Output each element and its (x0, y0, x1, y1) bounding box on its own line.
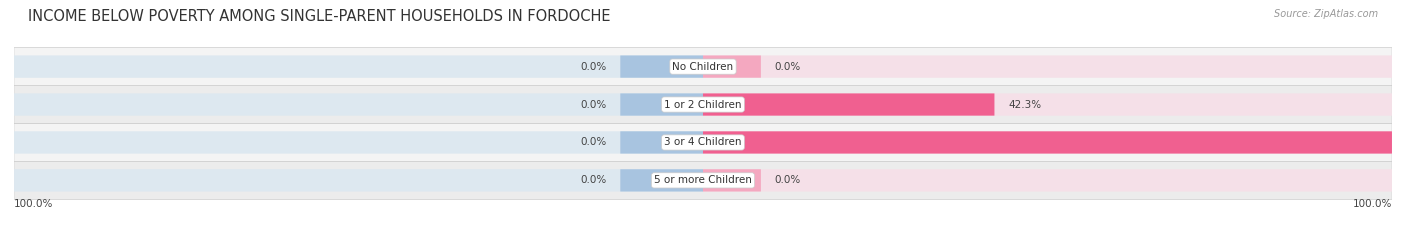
FancyBboxPatch shape (703, 169, 761, 192)
FancyBboxPatch shape (703, 93, 994, 116)
Text: 0.0%: 0.0% (581, 62, 606, 72)
Text: INCOME BELOW POVERTY AMONG SINGLE-PARENT HOUSEHOLDS IN FORDOCHE: INCOME BELOW POVERTY AMONG SINGLE-PARENT… (28, 9, 610, 24)
Text: 100.0%: 100.0% (14, 199, 53, 209)
FancyBboxPatch shape (14, 93, 703, 116)
Text: 5 or more Children: 5 or more Children (654, 175, 752, 185)
FancyBboxPatch shape (14, 55, 703, 78)
Text: 3 or 4 Children: 3 or 4 Children (664, 137, 742, 147)
FancyBboxPatch shape (14, 86, 1392, 123)
FancyBboxPatch shape (703, 55, 761, 78)
Text: No Children: No Children (672, 62, 734, 72)
FancyBboxPatch shape (703, 55, 1392, 78)
Text: 1 or 2 Children: 1 or 2 Children (664, 99, 742, 110)
FancyBboxPatch shape (703, 93, 1392, 116)
Text: 0.0%: 0.0% (581, 137, 606, 147)
FancyBboxPatch shape (620, 93, 703, 116)
FancyBboxPatch shape (703, 131, 1392, 154)
Text: 0.0%: 0.0% (775, 175, 801, 185)
FancyBboxPatch shape (620, 55, 703, 78)
FancyBboxPatch shape (14, 161, 1392, 199)
FancyBboxPatch shape (14, 48, 1392, 86)
FancyBboxPatch shape (14, 131, 703, 154)
Text: 0.0%: 0.0% (775, 62, 801, 72)
FancyBboxPatch shape (703, 169, 1392, 192)
FancyBboxPatch shape (14, 123, 1392, 161)
Text: 0.0%: 0.0% (581, 99, 606, 110)
Text: 42.3%: 42.3% (1008, 99, 1042, 110)
Text: Source: ZipAtlas.com: Source: ZipAtlas.com (1274, 9, 1378, 19)
Text: 100.0%: 100.0% (1353, 199, 1392, 209)
FancyBboxPatch shape (620, 169, 703, 192)
FancyBboxPatch shape (14, 169, 703, 192)
FancyBboxPatch shape (703, 131, 1392, 154)
Text: 0.0%: 0.0% (581, 175, 606, 185)
FancyBboxPatch shape (620, 131, 703, 154)
